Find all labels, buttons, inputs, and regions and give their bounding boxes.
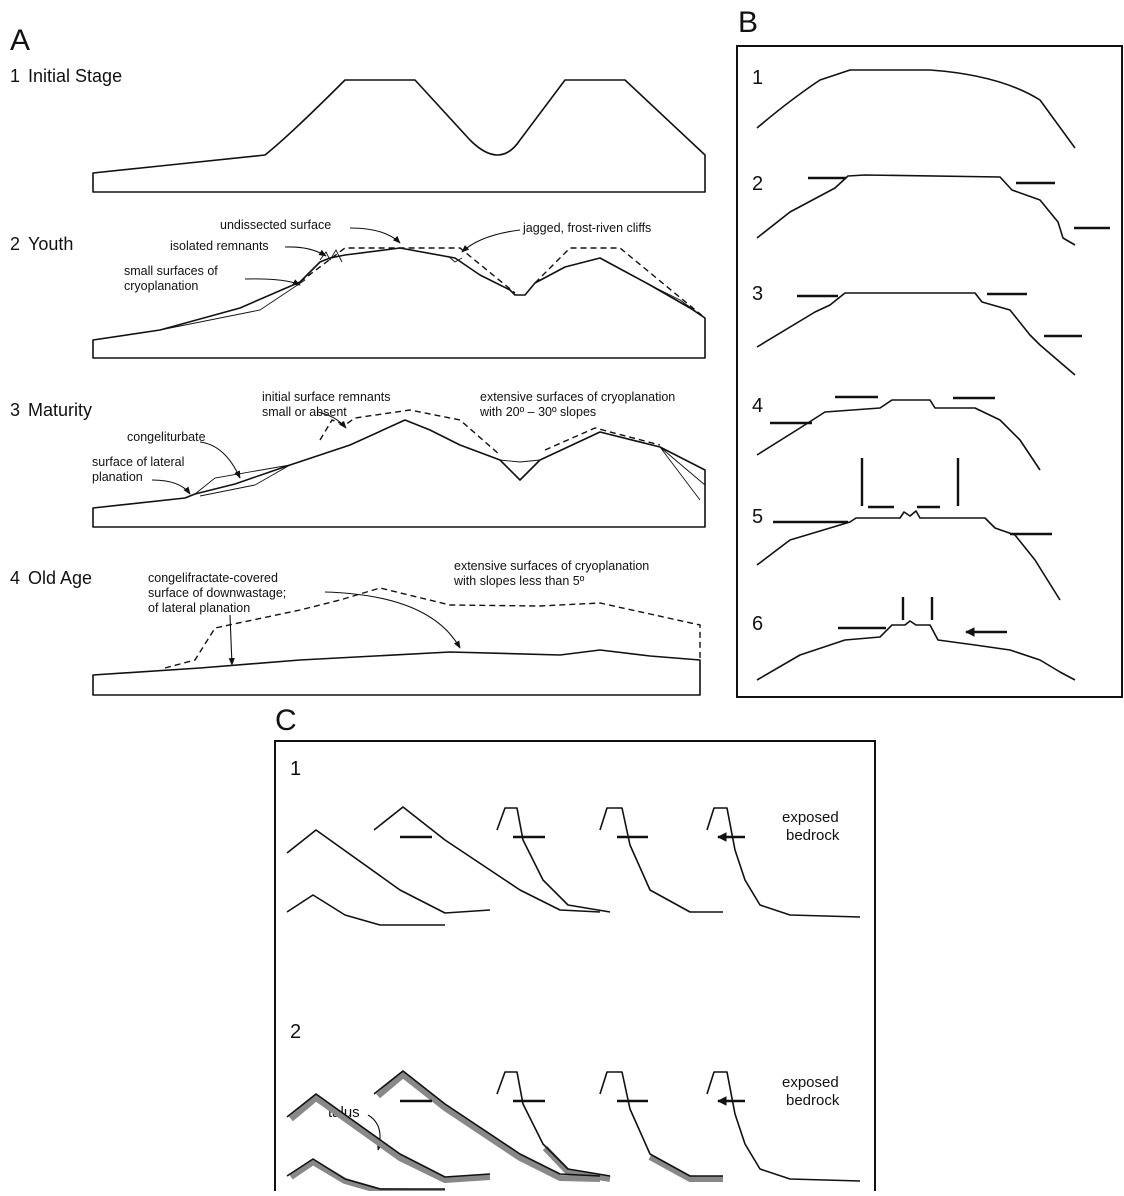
annotation-line: isolated remnants (170, 239, 269, 253)
leader-arrow (228, 614, 235, 666)
row-2 (286, 1070, 861, 1195)
initial-surface (319, 409, 661, 456)
stage-number: 1 (752, 67, 763, 89)
stage-label: 2 Youth (10, 234, 73, 254)
planation (159, 249, 706, 331)
note: exposed bedrock (782, 1074, 840, 1109)
panel-c: C 1 2 exposed bedrock exposed bedrock talu… (274, 704, 876, 1196)
profile (92, 649, 701, 696)
planation (194, 446, 706, 501)
annotation: isolated remnants (170, 239, 269, 253)
leader-arrow (461, 229, 521, 253)
row-label: 2 (290, 1021, 301, 1043)
annotation: congeliturbate (127, 430, 206, 444)
annotation: undissected surface (220, 218, 331, 232)
stage-label: 4 Old Age (10, 568, 92, 588)
panel-label: C (275, 704, 297, 737)
initial-surface (299, 247, 706, 319)
profile (92, 419, 706, 528)
stage-number: 3 (752, 283, 763, 305)
leader-arrow (244, 278, 301, 286)
frame (274, 740, 876, 1196)
arrow (770, 176, 1110, 632)
annotation-line: of lateral planation (148, 601, 250, 615)
annotation: extensive surfaces of cryoplanation with … (479, 390, 675, 419)
row-label: 1 (290, 758, 301, 780)
leader-arrow (151, 479, 191, 495)
annotation-line: undissected surface (220, 218, 331, 232)
annotations: undissected surface isolated remnants smal… (92, 218, 675, 615)
stage-number: 5 (752, 506, 763, 528)
annotation: initial surface remnants small or absent (262, 390, 391, 419)
annotation-line: extensive surfaces of cryoplanation (480, 390, 675, 404)
annotation-line: small surfaces of (124, 264, 218, 278)
profile (286, 1070, 861, 1190)
annotation-line: congeliturbate (127, 430, 206, 444)
profile (286, 806, 861, 926)
annotation-line: small or absent (262, 405, 347, 419)
leader-arrow (199, 441, 241, 479)
annotation-line: jagged, frost-riven cliffs (522, 221, 651, 235)
annotation-line: cryoplanation (124, 279, 198, 293)
stage-label: 1 Initial Stage (10, 66, 122, 86)
profile (756, 399, 1041, 471)
leader-arrow (284, 246, 327, 257)
panel-b: B 1 2 3 4 5 6 (736, 6, 1123, 698)
profile (92, 79, 706, 193)
stage-number: 4 (752, 395, 763, 417)
annotation-line: initial surface remnants (262, 390, 391, 404)
stage-number: 2 (752, 173, 763, 195)
row-1 (286, 806, 861, 926)
panel-label: A (10, 24, 30, 57)
frame (736, 45, 1123, 698)
note: exposed bedrock (782, 809, 840, 844)
annotation-line: congelifractate-covered (148, 571, 278, 585)
annotation: small surfaces of cryoplanation (124, 264, 218, 293)
annotation: extensive surfaces of cryoplanation with … (453, 559, 649, 588)
annotation-line: surface of downwastage; (148, 586, 286, 600)
panel-label: B (738, 6, 758, 39)
annotation-line: surface of lateral (92, 455, 184, 469)
annotation-line: planation (92, 470, 143, 484)
profile (756, 174, 1076, 246)
annotation-line: with slopes less than 5º (453, 574, 585, 588)
profile (756, 69, 1076, 149)
panel-a: A 1 Initial Stage 2 Youth 3 Maturity 4 Old A… (10, 24, 706, 696)
profile (756, 620, 1076, 681)
annotation-line: extensive surfaces of cryoplanation (454, 559, 649, 573)
stage-numbers: 1 2 3 4 5 6 (752, 67, 763, 635)
leader-arrow (349, 227, 401, 244)
stage-number: 6 (752, 613, 763, 635)
leader-arrow (324, 591, 461, 649)
profile (756, 510, 1061, 601)
annotation: surface of lateral planation (92, 455, 184, 484)
stage-label: 3 Maturity (10, 400, 92, 420)
profile (756, 292, 1076, 376)
annotation: jagged, frost-riven cliffs (522, 221, 651, 235)
annotation-line: with 20º – 30º slopes (479, 405, 596, 419)
annotation: congelifractate-covered surface of downwa… (148, 571, 286, 615)
initial-surface (164, 587, 701, 669)
talus (289, 1072, 723, 1195)
leader-arrow (317, 411, 347, 429)
